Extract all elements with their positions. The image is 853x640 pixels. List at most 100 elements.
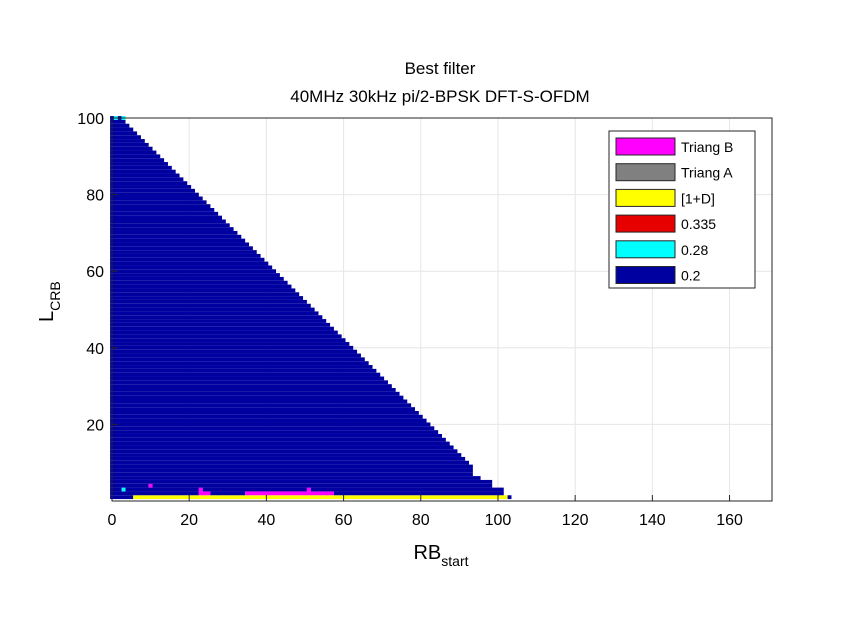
x-tick-label: 40	[257, 512, 275, 529]
heatmap-cell	[110, 487, 122, 492]
heatmap-cell	[110, 296, 304, 300]
legend-box	[608, 130, 756, 289]
heatmap-cell	[110, 142, 149, 147]
heatmap-cell	[110, 181, 188, 186]
heatmap-cell	[110, 410, 419, 415]
heatmap-cell	[110, 495, 134, 500]
legend-swatch	[615, 188, 676, 207]
heatmap-cell	[110, 119, 126, 124]
x-tick-label: 80	[412, 512, 430, 529]
heatmap-cell	[110, 407, 415, 411]
heatmap-cell	[110, 123, 130, 128]
heatmap-cell	[110, 169, 176, 174]
heatmap-cell	[110, 250, 257, 254]
x-tick-label: 0	[108, 512, 117, 529]
heatmap-cells	[110, 116, 512, 500]
heatmap-cell	[110, 307, 315, 312]
heatmap-cell	[110, 433, 442, 438]
heatmap-cell	[110, 269, 277, 274]
heatmap-cell	[110, 162, 168, 166]
legend-swatch	[615, 266, 676, 284]
heatmap-cell	[110, 150, 157, 155]
heatmap-cell	[110, 453, 462, 457]
heatmap-cell	[110, 414, 423, 419]
heatmap-cell	[110, 208, 215, 212]
heatmap-cell	[110, 391, 400, 396]
x-axis-label: RBstart	[413, 542, 468, 569]
heatmap-cell	[110, 192, 199, 197]
heatmap-cell	[110, 353, 361, 358]
heatmap-cell	[110, 403, 412, 408]
legend-label: 0.28	[681, 242, 708, 258]
heatmap-cell	[110, 430, 439, 434]
plot-border	[111, 117, 773, 502]
x-axis-label-sub: start	[441, 553, 468, 569]
heatmap-cell	[110, 483, 149, 488]
heatmap-cell	[110, 388, 396, 392]
heatmap-cell	[110, 322, 331, 327]
heatmap-cell	[110, 468, 473, 473]
heatmap-cell	[110, 158, 165, 163]
heatmap-cell	[148, 483, 153, 488]
heatmap-cell	[110, 491, 199, 496]
x-axis-label-main: RB	[413, 542, 441, 564]
heatmap-cell	[110, 476, 481, 480]
heatmap-cell	[110, 211, 219, 216]
heatmap-cell	[110, 376, 385, 381]
chart-title: Best filter	[405, 59, 476, 78]
heatmap-cell	[110, 154, 161, 159]
heatmap-cell	[133, 495, 508, 500]
heatmap-cell	[110, 273, 280, 277]
heatmap-cell	[110, 426, 435, 431]
heatmap-cell	[110, 365, 373, 369]
heatmap-cell	[202, 487, 307, 492]
legend-label: Triang B	[681, 139, 733, 155]
legend-label: [1+D]	[681, 190, 715, 206]
heatmap-cell	[110, 139, 145, 143]
heatmap-cell	[110, 326, 334, 331]
heatmap-cell	[110, 441, 450, 446]
heatmap-cell	[110, 292, 300, 297]
heatmap-cell	[507, 495, 512, 500]
heatmap-cell	[110, 445, 454, 450]
heatmap-cell	[110, 188, 195, 193]
heatmap-cell	[110, 200, 207, 205]
heatmap-cell	[110, 479, 493, 484]
legend-swatch	[615, 240, 676, 259]
heatmap-cell	[110, 280, 288, 285]
heatmap-cell	[110, 311, 319, 316]
heatmap-cell	[110, 418, 427, 423]
heatmap-cell	[110, 349, 358, 354]
heatmap-cell	[110, 219, 226, 224]
heatmap-cell	[110, 261, 269, 266]
heatmap-cell	[110, 399, 408, 404]
heatmap-cell	[198, 491, 211, 496]
heatmap-cell	[110, 253, 261, 258]
axis-ticks: 0 20 40 60 80 100 120 140 160 20 40 60 80 100	[77, 111, 743, 529]
x-tick-label: 120	[562, 512, 589, 529]
heatmap-cell	[110, 227, 234, 231]
heatmap-cell	[110, 185, 192, 189]
y-tick-label: 40	[86, 341, 104, 358]
heatmap-cell	[110, 238, 246, 243]
heatmap-cell	[333, 491, 504, 496]
y-tick-label: 60	[86, 264, 104, 281]
heatmap-cell	[110, 303, 311, 308]
legend-swatch	[615, 163, 676, 182]
y-axis-label-sub: CRB	[47, 281, 63, 311]
heatmap-cell	[110, 456, 466, 461]
y-tick-label: 20	[86, 417, 104, 434]
heatmap-cell	[110, 276, 284, 281]
heatmap-cell	[210, 491, 246, 496]
legend-swatch	[615, 137, 676, 156]
heatmap-cell	[110, 230, 238, 235]
heatmap-cell	[110, 204, 211, 209]
x-tick-label: 60	[335, 512, 353, 529]
heatmap-cell	[110, 384, 392, 389]
heatmap-cell	[110, 372, 381, 377]
heatmap-cell	[310, 487, 504, 492]
heatmap-cell	[110, 361, 369, 366]
heatmap-cell	[110, 177, 184, 182]
x-tick-label: 160	[716, 512, 743, 529]
heatmap-cell	[110, 127, 134, 132]
